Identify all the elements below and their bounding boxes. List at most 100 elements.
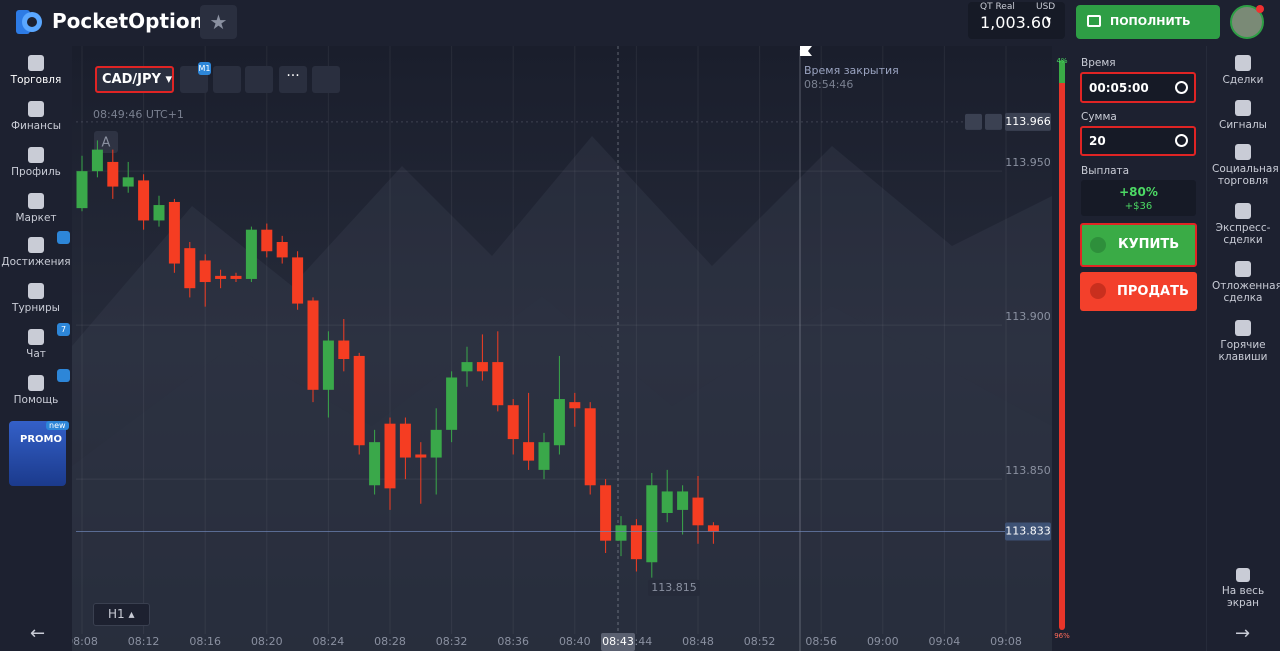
nav-icon bbox=[28, 237, 44, 253]
balance-box[interactable] bbox=[968, 2, 1065, 39]
down-share bbox=[1059, 82, 1065, 630]
candle-body bbox=[369, 442, 381, 486]
nav-icon bbox=[28, 329, 44, 345]
nav-label: Сделки bbox=[1222, 74, 1264, 86]
candle-body bbox=[292, 257, 304, 304]
nav-item[interactable]: Торговля bbox=[0, 55, 72, 86]
layout-button[interactable] bbox=[312, 66, 340, 93]
candle-body bbox=[430, 429, 442, 458]
nav-label: Достижения bbox=[1, 256, 71, 268]
timeframe-selector[interactable]: H1 ▴ bbox=[93, 603, 150, 626]
candle-body bbox=[353, 355, 365, 446]
nav-label: Финансы bbox=[10, 120, 62, 132]
nav-icon bbox=[1235, 144, 1251, 160]
x-tick-label: 08:48 bbox=[682, 635, 714, 648]
bell-badge bbox=[57, 231, 70, 244]
nav-icon bbox=[28, 101, 44, 117]
x-tick-label: 08:40 bbox=[559, 635, 591, 648]
nav-item[interactable]: Чат bbox=[0, 329, 72, 360]
more-button[interactable]: ··· bbox=[279, 66, 307, 93]
high-price-label: 113.966 bbox=[1005, 115, 1051, 128]
nav-label: Торговля bbox=[10, 74, 62, 86]
nav-icon bbox=[28, 283, 44, 299]
favorite-button[interactable]: ★ bbox=[200, 5, 237, 39]
asset-selector[interactable]: CAD/JPY ▾ bbox=[95, 66, 174, 93]
candle-body bbox=[415, 454, 427, 458]
close-time-title: Время закрытия bbox=[804, 64, 899, 77]
candle-body bbox=[538, 442, 550, 470]
candle-body bbox=[492, 362, 504, 406]
candle-body bbox=[245, 229, 257, 279]
up-share bbox=[1059, 60, 1065, 83]
nav-icon bbox=[1235, 261, 1251, 277]
buy-icon bbox=[1090, 237, 1106, 253]
nav-icon bbox=[1235, 203, 1251, 219]
nav-item[interactable]: Финансы bbox=[0, 101, 72, 132]
candle-body bbox=[261, 229, 273, 252]
time-label: Время bbox=[1081, 57, 1116, 69]
nav-label: Сигналы bbox=[1219, 119, 1267, 131]
collapse-arrow[interactable]: ← bbox=[30, 623, 46, 644]
nav-item[interactable]: Социальная торговля bbox=[1206, 144, 1280, 187]
expand-arrow[interactable]: → bbox=[1235, 623, 1251, 644]
candle-body bbox=[446, 377, 458, 430]
nav-item[interactable]: Маркет bbox=[0, 193, 72, 224]
nav-item[interactable]: Сделки bbox=[1206, 55, 1280, 86]
nav-item[interactable]: Горячие клавиши bbox=[1206, 320, 1280, 363]
candle-body bbox=[322, 340, 334, 390]
payout-percent: +80% bbox=[1119, 185, 1158, 199]
nav-label: Чат bbox=[26, 348, 46, 360]
fullscreen-button[interactable]: На весь экран bbox=[1206, 568, 1280, 609]
nav-item[interactable]: Экспресс-сделки bbox=[1206, 203, 1280, 246]
sentiment-bar: 4% 96% bbox=[1052, 46, 1072, 651]
nav-label: Профиль bbox=[11, 166, 61, 178]
candle-body bbox=[461, 362, 473, 372]
alert-icon bbox=[985, 113, 1002, 130]
nav-icon bbox=[28, 193, 44, 209]
candle-body bbox=[399, 423, 411, 458]
balance: 1,003.60 bbox=[980, 13, 1052, 32]
timer-icon bbox=[965, 113, 982, 130]
bell-badge bbox=[57, 369, 70, 382]
nav-label: Маркет bbox=[15, 212, 57, 224]
nav-item[interactable]: Достижения bbox=[0, 237, 72, 268]
amount-label: Сумма bbox=[1081, 111, 1117, 123]
mountains bbox=[72, 296, 1052, 651]
promo-badge: new bbox=[46, 421, 69, 430]
candle-body bbox=[184, 248, 196, 289]
indicators-button[interactable] bbox=[213, 66, 241, 93]
nav-label: Горячие клавиши bbox=[1218, 339, 1268, 363]
candle-body bbox=[91, 149, 103, 172]
nav-item[interactable]: Профиль bbox=[0, 147, 72, 178]
notification-dot bbox=[1256, 5, 1264, 13]
candle-body bbox=[600, 485, 612, 541]
nav-item[interactable]: Турниры bbox=[0, 283, 72, 314]
low-price-label: 113.815 bbox=[651, 581, 697, 594]
nav-icon bbox=[1235, 100, 1251, 116]
nav-label: Отложенная сделка bbox=[1212, 280, 1280, 304]
x-tick-label: 08:32 bbox=[436, 635, 468, 648]
nav-label: Помощь bbox=[13, 394, 59, 406]
dollar-icon bbox=[1175, 134, 1188, 147]
timeframe-badge: M1 bbox=[198, 62, 211, 75]
chart: 113.850 113.900 113.950 08:08 08:12 08:16 08:2… bbox=[72, 46, 1052, 651]
candle-body bbox=[584, 408, 596, 486]
candle-body bbox=[569, 402, 581, 409]
sell-icon bbox=[1090, 283, 1106, 299]
drawing-button[interactable] bbox=[245, 66, 273, 93]
nav-icon bbox=[1235, 55, 1251, 71]
promo-label: PROMO bbox=[20, 434, 62, 445]
candle-body bbox=[122, 177, 134, 187]
candle-body bbox=[646, 485, 658, 563]
nav-icon bbox=[28, 55, 44, 71]
y-tick-label: 113.850 bbox=[1005, 464, 1051, 477]
marker-box bbox=[94, 131, 118, 153]
x-tick-label: 08:52 bbox=[744, 635, 776, 648]
nav-item[interactable]: Помощь bbox=[0, 375, 72, 406]
nav-item[interactable]: Сигналы bbox=[1206, 100, 1280, 131]
promo[interactable] bbox=[9, 421, 66, 486]
nav-item[interactable]: Отложенная сделка bbox=[1206, 261, 1280, 304]
candle-body bbox=[661, 491, 673, 513]
nav-badge: 7 bbox=[57, 323, 70, 336]
candle-body bbox=[153, 205, 165, 221]
